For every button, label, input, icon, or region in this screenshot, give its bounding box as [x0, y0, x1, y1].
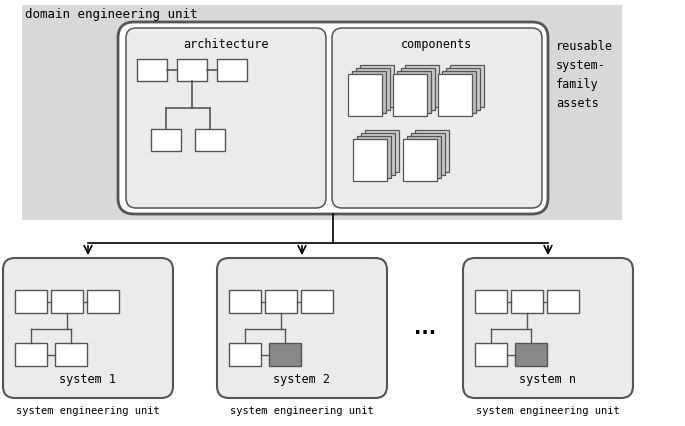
FancyBboxPatch shape — [3, 258, 173, 398]
Bar — [353, 139, 387, 181]
Bar — [360, 65, 394, 107]
Bar — [195, 129, 225, 151]
Bar — [137, 59, 167, 81]
FancyBboxPatch shape — [332, 28, 542, 208]
Bar — [269, 343, 301, 366]
Bar — [265, 290, 297, 313]
Bar — [405, 65, 439, 107]
Bar — [442, 71, 476, 113]
Bar — [15, 290, 47, 313]
Text: ...: ... — [414, 319, 436, 337]
Text: architecture: architecture — [184, 38, 269, 51]
Bar — [511, 290, 543, 313]
Bar — [403, 139, 437, 181]
Bar — [348, 74, 382, 116]
Bar — [407, 136, 441, 178]
Text: system engineering unit: system engineering unit — [16, 406, 160, 416]
Bar — [15, 343, 47, 366]
Bar — [365, 130, 399, 172]
Bar — [151, 129, 181, 151]
Text: system n: system n — [519, 373, 577, 386]
Bar — [361, 133, 395, 175]
Bar — [356, 68, 390, 110]
Bar — [217, 59, 247, 81]
FancyBboxPatch shape — [118, 22, 548, 214]
Bar — [401, 68, 435, 110]
Bar — [547, 290, 579, 313]
Bar — [22, 5, 622, 220]
Bar — [55, 343, 87, 366]
Bar — [87, 290, 119, 313]
Bar — [415, 130, 449, 172]
Bar — [475, 290, 507, 313]
Text: system engineering unit: system engineering unit — [476, 406, 620, 416]
FancyBboxPatch shape — [126, 28, 326, 208]
Bar — [177, 59, 207, 81]
Bar — [301, 290, 333, 313]
Bar — [438, 74, 472, 116]
Bar — [397, 71, 431, 113]
Text: system 2: system 2 — [273, 373, 330, 386]
Bar — [229, 290, 261, 313]
Bar — [450, 65, 484, 107]
Text: components: components — [401, 38, 473, 51]
Text: system engineering unit: system engineering unit — [230, 406, 374, 416]
FancyBboxPatch shape — [217, 258, 387, 398]
Text: reusable
system-
family
assets: reusable system- family assets — [556, 40, 613, 110]
Bar — [51, 290, 83, 313]
Bar — [515, 343, 547, 366]
Bar — [475, 343, 507, 366]
Bar — [357, 136, 391, 178]
Bar — [393, 74, 427, 116]
Bar — [229, 343, 261, 366]
Bar — [411, 133, 445, 175]
Text: system 1: system 1 — [60, 373, 116, 386]
FancyBboxPatch shape — [463, 258, 633, 398]
Text: domain engineering unit: domain engineering unit — [25, 8, 197, 21]
Bar — [352, 71, 386, 113]
Bar — [446, 68, 480, 110]
